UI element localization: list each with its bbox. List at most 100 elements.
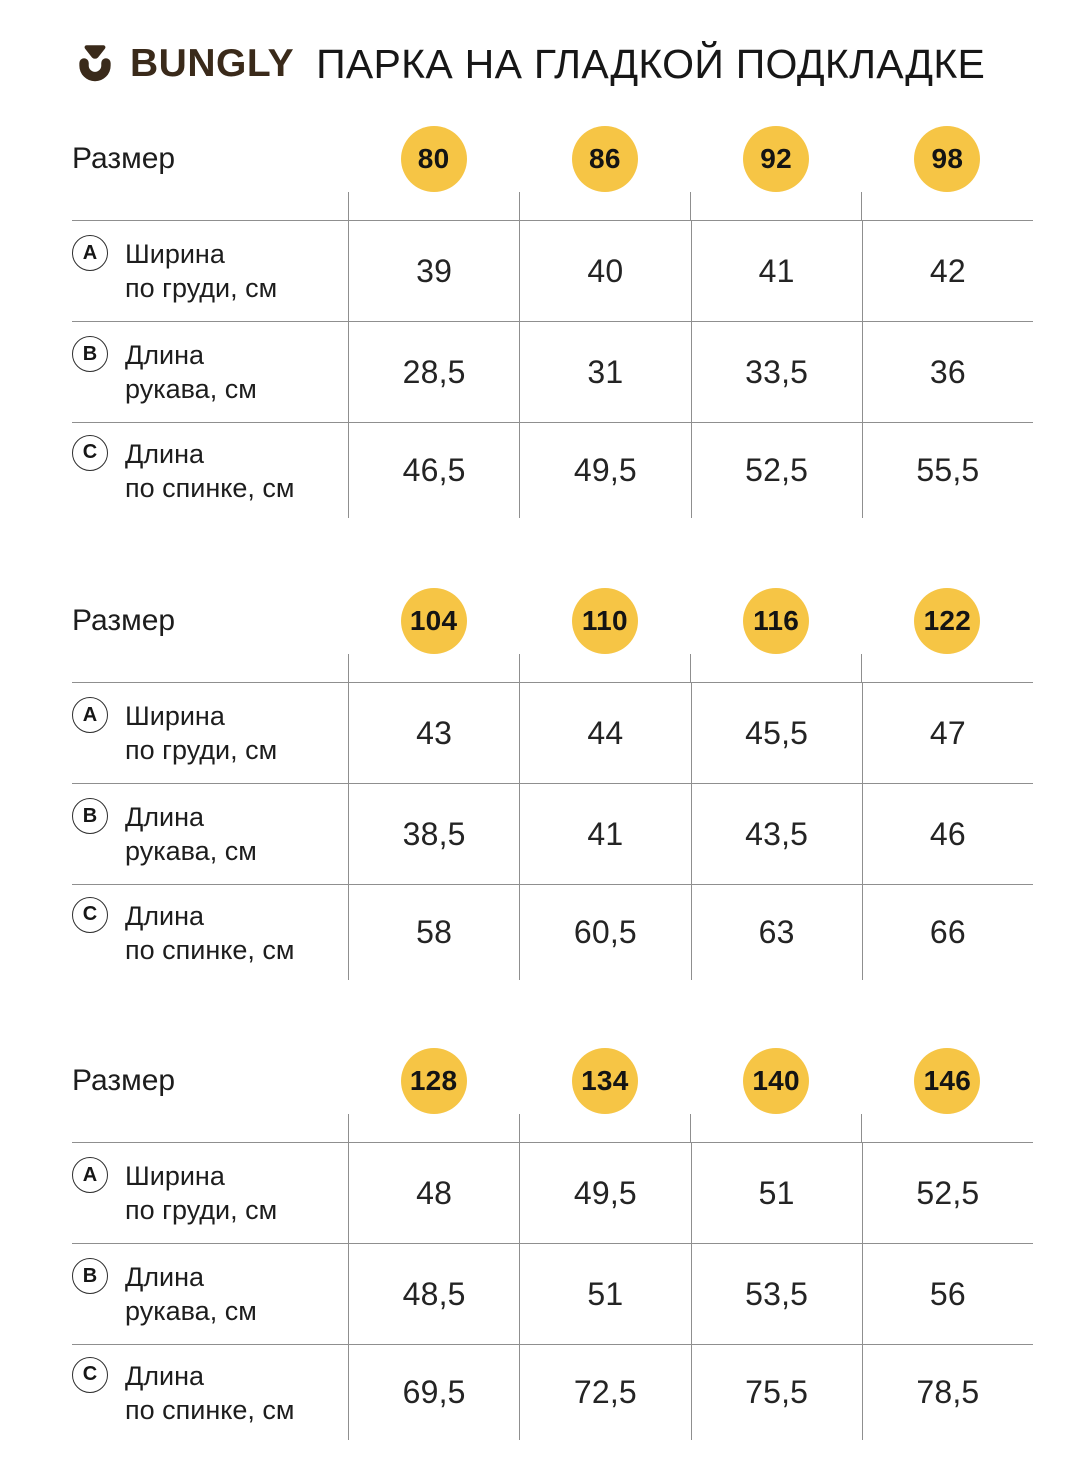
measurement-value: 52,5: [861, 1143, 1033, 1243]
measurement-label-text: Длина по спинке, см: [125, 1359, 294, 1427]
measurement-value: 43,5: [690, 784, 862, 884]
measurement-value: 44: [519, 683, 690, 783]
measurement-value: 38,5: [348, 784, 519, 884]
measurement-label-line2: рукава, см: [125, 374, 257, 404]
measurement-value: 47: [861, 683, 1033, 783]
measurement-label: B Длина рукава, см: [72, 322, 348, 422]
measurement-value: 28,5: [348, 322, 519, 422]
measurement-label-line1: Длина: [125, 802, 205, 832]
measurement-label-line1: Длина: [125, 1262, 205, 1292]
measurement-value: 43: [348, 683, 519, 783]
measurement-label-line2: по спинке, см: [125, 472, 295, 503]
measurement-value: 40: [519, 221, 690, 321]
measurement-label-text: Ширина по груди, см: [125, 237, 277, 305]
measurement-label-line1: Длина: [125, 900, 205, 931]
size-column: 104: [347, 588, 519, 682]
measurement-value: 52,5: [690, 423, 862, 518]
measurement-value: 63: [690, 885, 862, 980]
measurement-label-line2: по груди, см: [125, 1195, 278, 1225]
measurement-value: 42: [861, 221, 1033, 321]
measurement-value: 46,5: [348, 423, 519, 518]
measurement-label: C Длина по спинке, см: [72, 423, 348, 518]
measurement-label-line2: по груди, см: [125, 273, 278, 303]
measurement-label: B Длина рукава, см: [72, 1244, 348, 1344]
size-badge: 140: [743, 1048, 810, 1114]
measurement-label-line1: Ширина: [125, 1161, 225, 1191]
size-column: 146: [861, 1048, 1033, 1142]
size-badge: 86: [571, 126, 638, 192]
measurement-row-chest: A Ширина по груди, см 48 49,5 51 52,5: [72, 1143, 1033, 1244]
measurement-label-text: Длина рукава, см: [125, 338, 257, 406]
brand-smiley-icon: [72, 40, 118, 88]
header: BUNGLY ПАРКА НА ГЛАДКОЙ ПОДКЛАДКЕ: [72, 36, 1033, 92]
measurement-label: C Длина по спинке, см: [72, 1345, 348, 1440]
size-table-80-98: Размер 80 86 92 98 A Ширина по груди, см: [72, 126, 1033, 518]
measurement-label-line2: по спинке, см: [125, 934, 295, 965]
measurement-label-line2: по груди, см: [125, 735, 278, 765]
size-table-128-146: Размер 128 134 140 146 A Ширина по груди: [72, 1048, 1033, 1440]
size-column: 80: [347, 126, 519, 220]
letter-badge-b: B: [72, 336, 108, 372]
size-row-label: Размер: [72, 142, 176, 175]
measurement-label-line2: по спинке, см: [125, 1394, 295, 1425]
measurement-label-line2: рукава, см: [125, 1296, 257, 1326]
size-column: 92: [689, 126, 862, 220]
measurement-value: 41: [519, 784, 690, 884]
measurement-label-line1: Ширина: [125, 701, 225, 731]
measurement-value: 39: [348, 221, 519, 321]
measurement-label: A Ширина по груди, см: [72, 683, 348, 783]
size-badge: 116: [743, 588, 810, 654]
measurement-value: 53,5: [690, 1244, 862, 1344]
measurement-label-text: Ширина по груди, см: [125, 1159, 277, 1227]
letter-badge-b: B: [72, 798, 108, 834]
measurement-label-line1: Длина: [125, 438, 205, 469]
measurement-label: A Ширина по груди, см: [72, 221, 348, 321]
size-header-row: Размер 80 86 92 98: [72, 126, 1033, 221]
brand-name: BUNGLY: [130, 42, 295, 85]
size-badge: 80: [400, 126, 467, 192]
size-column: 86: [518, 126, 690, 220]
measurement-value: 66: [861, 885, 1033, 980]
size-badge: 122: [914, 588, 981, 654]
measurement-row-sleeve: B Длина рукава, см 28,5 31 33,5 36: [72, 322, 1033, 423]
size-badge: 104: [400, 588, 467, 654]
size-column: 134: [518, 1048, 690, 1142]
size-badge: 134: [571, 1048, 638, 1114]
measurement-value: 48: [348, 1143, 519, 1243]
measurement-label: C Длина по спинке, см: [72, 885, 348, 980]
size-header-row: Размер 104 110 116 122: [72, 588, 1033, 683]
measurement-value: 56: [861, 1244, 1033, 1344]
size-column: 98: [861, 126, 1033, 220]
measurement-value: 31: [519, 322, 690, 422]
measurement-value: 69,5: [348, 1345, 519, 1440]
measurement-value: 75,5: [690, 1345, 862, 1440]
measurement-label-text: Ширина по груди, см: [125, 699, 277, 767]
measurement-row-chest: A Ширина по груди, см 43 44 45,5 47: [72, 683, 1033, 784]
size-header-row: Размер 128 134 140 146: [72, 1048, 1033, 1143]
letter-badge-c: C: [72, 896, 108, 933]
letter-badge-a: A: [72, 697, 108, 733]
measurement-label-line1: Длина: [125, 1360, 205, 1391]
measurement-value: 72,5: [519, 1345, 690, 1440]
measurement-value: 51: [690, 1143, 862, 1243]
measurement-value: 49,5: [519, 423, 690, 518]
letter-badge-a: A: [72, 1157, 108, 1193]
size-column: 122: [861, 588, 1033, 682]
measurement-value: 60,5: [519, 885, 690, 980]
size-column: 110: [518, 588, 690, 682]
measurement-value: 33,5: [690, 322, 862, 422]
size-row-label: Размер: [72, 604, 176, 637]
measurement-label-text: Длина по спинке, см: [125, 437, 294, 505]
size-column: 116: [689, 588, 862, 682]
size-badge: 92: [743, 126, 810, 192]
measurement-row-back: C Длина по спинке, см 58 60,5 63 66: [72, 885, 1033, 980]
size-table-104-122: Размер 104 110 116 122 A Ширина по груди: [72, 588, 1033, 980]
measurement-row-back: C Длина по спинке, см 69,5 72,5 75,5 78,…: [72, 1345, 1033, 1440]
measurement-label-text: Длина рукава, см: [125, 800, 257, 868]
measurement-label-line2: рукава, см: [125, 836, 257, 866]
size-badge: 98: [914, 126, 981, 192]
size-row-label: Размер: [72, 1064, 176, 1097]
measurement-value: 58: [348, 885, 519, 980]
measurement-value: 78,5: [861, 1345, 1033, 1440]
